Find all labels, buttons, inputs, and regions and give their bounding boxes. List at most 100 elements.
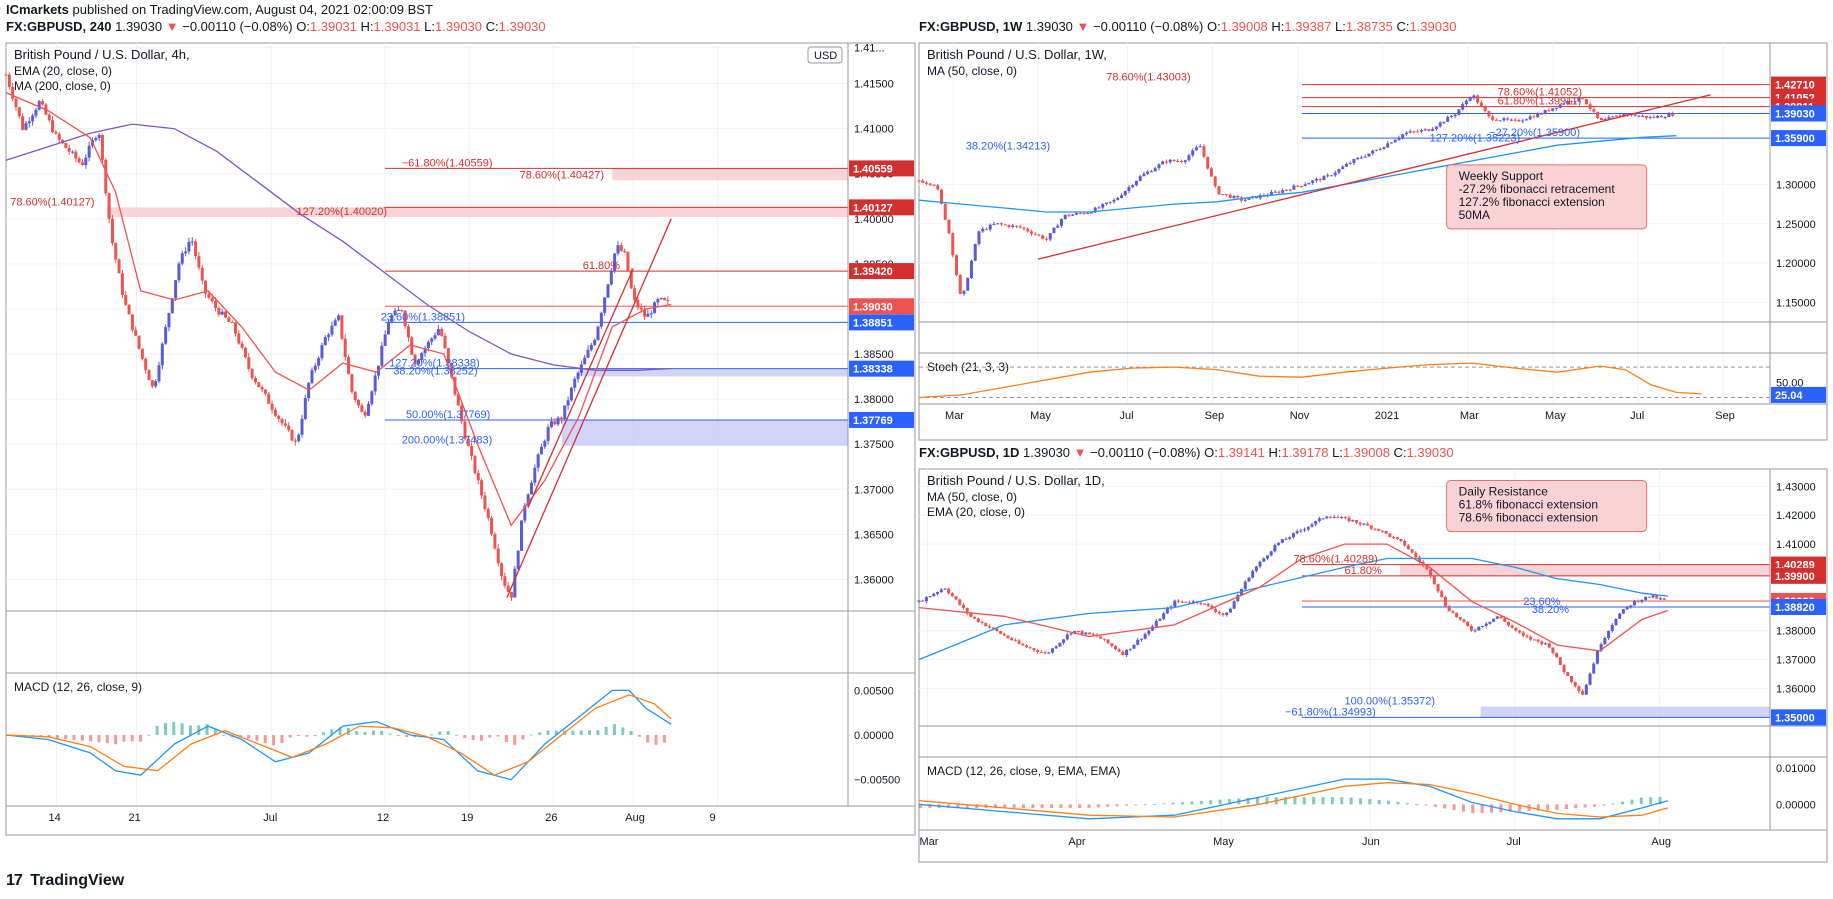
macd-histogram-bar (197, 725, 201, 736)
candle-body (450, 362, 454, 377)
candle-body (543, 440, 547, 447)
candle-body (1112, 199, 1116, 202)
candle-body (107, 193, 111, 219)
down-arrow-icon: ▼ (1073, 445, 1087, 460)
candle-body (17, 107, 21, 117)
candle-body (1621, 609, 1625, 614)
macd-histogram-bar (1340, 797, 1344, 805)
candle-body (114, 243, 118, 260)
candle-body (533, 467, 537, 483)
candle-body (1071, 214, 1075, 216)
candle-body (310, 370, 314, 383)
candle-body (573, 378, 577, 388)
candle-body (1164, 161, 1168, 163)
candle-body (353, 391, 357, 400)
fib-label: 61.80% (583, 260, 621, 272)
macd-histogram-bar (1387, 800, 1391, 805)
candle-body (1547, 110, 1551, 112)
candle-body (1269, 551, 1273, 556)
candle-body (1326, 175, 1330, 177)
macd-histogram-bar (1246, 797, 1250, 805)
price-label-bg (849, 160, 914, 177)
macd-histogram-bar (1658, 797, 1662, 805)
candle-body (932, 593, 936, 597)
price-label: 1.38338 (853, 364, 893, 376)
time-tick-label: Jul (1507, 836, 1521, 848)
candle-body (526, 494, 530, 506)
candle-body (127, 304, 131, 315)
macd-histogram-bar (1106, 804, 1110, 807)
candle-body (1123, 190, 1127, 196)
candle-body (1347, 517, 1351, 522)
candle-body (94, 137, 98, 141)
fib-label: 78.60%(1.43003) (1106, 71, 1190, 83)
sub-tick-label: 0.00000 (854, 730, 894, 742)
candle-body (263, 389, 267, 394)
candle-body (423, 348, 427, 354)
candle-body (247, 357, 251, 369)
candle-body (1093, 207, 1097, 213)
macd-histogram-bar (529, 734, 533, 736)
candle-body (633, 288, 637, 300)
macd-histogram-bar (1583, 804, 1587, 808)
candle-body (1581, 691, 1585, 695)
candle-body (1477, 626, 1481, 631)
candle-body (1573, 681, 1577, 687)
candle-body (1002, 633, 1006, 636)
macd-histogram-bar (1153, 803, 1157, 805)
candle-body (943, 588, 947, 590)
candle-body (1584, 99, 1588, 105)
candle-body (1184, 601, 1188, 603)
candle-body (523, 505, 527, 521)
candle-body (224, 311, 228, 318)
candle-body (1495, 616, 1499, 619)
candle-body (1655, 595, 1659, 599)
price-label: 1.39900 (1775, 571, 1815, 583)
candle-body (1558, 104, 1562, 108)
candle-body (1492, 618, 1496, 622)
price-tick-label: 1.25000 (1776, 219, 1816, 231)
macd-histogram-bar (1518, 804, 1522, 812)
candle-body (616, 245, 620, 254)
candle-body (100, 134, 104, 160)
candle-body (440, 329, 444, 336)
candle-body (988, 224, 992, 230)
macd-histogram-bar (612, 724, 616, 736)
candle-body (961, 604, 965, 608)
candle-body (1502, 118, 1506, 121)
ma200-line (5, 123, 672, 371)
candle-body (1292, 185, 1296, 190)
candle-body (1183, 160, 1187, 163)
macd-histogram-bar (280, 735, 284, 743)
candle-body (984, 228, 988, 230)
candle-body (1325, 516, 1329, 519)
candle-body (569, 387, 573, 401)
candle-body (659, 298, 663, 300)
candle-body (950, 593, 954, 597)
candle-body (1462, 619, 1466, 622)
indicator-label: MA (50, close, 0) (927, 64, 1017, 78)
candle-body (84, 157, 88, 165)
macd-histogram-bar (1443, 804, 1447, 809)
candle-body (1303, 184, 1307, 186)
candle-body (1652, 116, 1656, 118)
macd-histogram-bar (1452, 804, 1456, 811)
candle-body (1518, 630, 1522, 633)
candle-body (204, 280, 208, 294)
macd-histogram-bar (571, 730, 575, 736)
macd-histogram-bar (579, 730, 583, 736)
candle-body (1116, 197, 1120, 200)
macd-histogram-bar (1358, 798, 1362, 805)
candle-body (1273, 191, 1277, 193)
chart-panel-w1: 78.60%(1.43003) 78.60%(1.41052)61.80%(1.3… (917, 42, 1828, 441)
candle-body (273, 409, 277, 416)
time-tick-label: 19 (461, 812, 473, 824)
tradingview-brand: TradingView (30, 872, 125, 889)
candle-body (966, 278, 970, 291)
price-label: 1.42710 (1775, 80, 1815, 92)
candle-body (7, 74, 11, 87)
quote-low: 1.38735 (1345, 19, 1393, 34)
price-label-bg (849, 199, 914, 216)
candle-body (217, 307, 221, 315)
